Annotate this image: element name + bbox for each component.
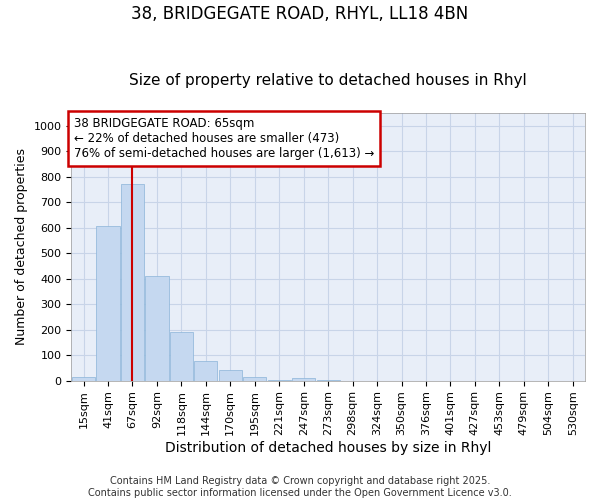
Bar — [194, 362, 217, 380]
Bar — [243, 377, 266, 380]
Title: Size of property relative to detached houses in Rhyl: Size of property relative to detached ho… — [129, 73, 527, 88]
Text: 38, BRIDGEGATE ROAD, RHYL, LL18 4BN: 38, BRIDGEGATE ROAD, RHYL, LL18 4BN — [131, 5, 469, 23]
Bar — [292, 378, 315, 380]
Text: Contains HM Land Registry data © Crown copyright and database right 2025.
Contai: Contains HM Land Registry data © Crown c… — [88, 476, 512, 498]
Bar — [145, 276, 169, 380]
Bar — [218, 370, 242, 380]
Bar — [170, 332, 193, 380]
Bar — [121, 184, 144, 380]
Bar — [97, 226, 119, 380]
X-axis label: Distribution of detached houses by size in Rhyl: Distribution of detached houses by size … — [165, 441, 491, 455]
Bar — [72, 377, 95, 380]
Text: 38 BRIDGEGATE ROAD: 65sqm
← 22% of detached houses are smaller (473)
76% of semi: 38 BRIDGEGATE ROAD: 65sqm ← 22% of detac… — [74, 117, 374, 160]
Y-axis label: Number of detached properties: Number of detached properties — [15, 148, 28, 345]
